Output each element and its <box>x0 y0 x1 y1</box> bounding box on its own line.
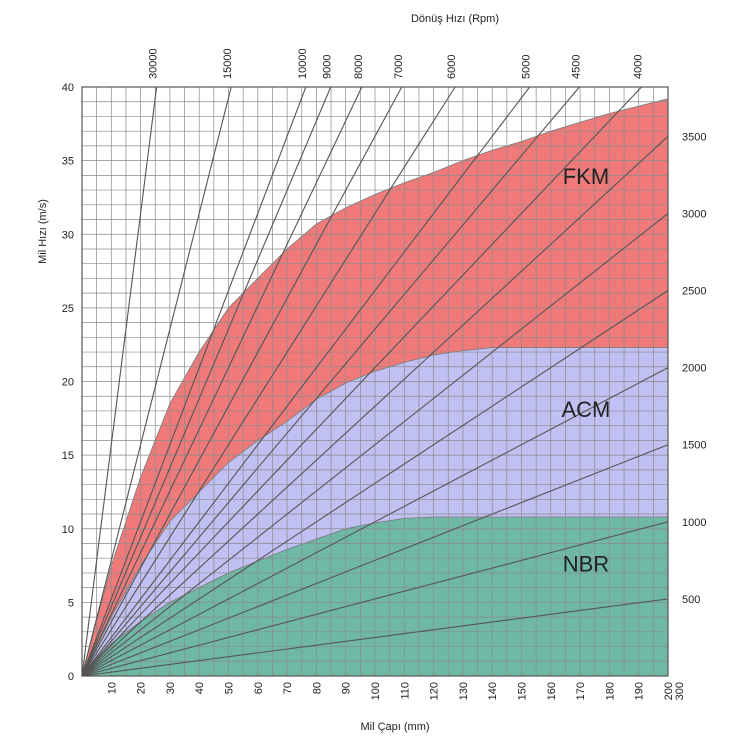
rpm-line <box>81 135 669 677</box>
rpm-tick-label: 9000 <box>322 55 334 79</box>
x-tick-label: 40 <box>194 682 206 694</box>
x-tick-label: 130 <box>458 682 470 700</box>
rpm-tick-label: 2000 <box>682 363 706 375</box>
rpm-line <box>81 86 332 677</box>
rpm-tick-label: 4000 <box>633 55 645 79</box>
rpm-line <box>81 290 669 677</box>
rpm-tick-label: 2500 <box>682 286 706 298</box>
x-tick-label: 120 <box>429 682 441 700</box>
top-axis-title: Dönüş Hızı (Rpm) <box>411 13 499 25</box>
x-tick-label: 100 <box>370 682 382 700</box>
rpm-line <box>81 86 456 677</box>
rpm-tick-label: 1000 <box>682 517 706 529</box>
y-tick-label: 30 <box>62 229 74 241</box>
region-label-acm: ACM <box>562 397 611 422</box>
rpm-tick-label: 30000 <box>148 48 160 79</box>
x-tick-label: 30 <box>165 682 177 694</box>
rpm-line <box>81 598 669 677</box>
rpm-line <box>81 521 669 677</box>
x-tick-label: 90 <box>341 682 353 694</box>
rpm-tick-label: 500 <box>682 594 700 606</box>
y-tick-label: 40 <box>62 82 74 94</box>
y-tick-label: 10 <box>62 524 74 536</box>
y-tick-label: 15 <box>62 450 74 462</box>
x-tick-label: 190 <box>634 682 646 700</box>
y-tick-label: 25 <box>62 303 74 315</box>
x-tick-label: 200 <box>663 682 675 700</box>
x-tick-label: 160 <box>546 682 558 700</box>
x-tick-label: 60 <box>253 682 265 694</box>
x-tick-label: 170 <box>575 682 587 700</box>
x-tick-label: 180 <box>604 682 616 700</box>
rpm-line <box>81 86 307 677</box>
y-tick-label: 0 <box>68 671 74 683</box>
x-tick-label: 150 <box>517 682 529 700</box>
rpm-line <box>81 86 580 677</box>
rpm-line <box>81 86 363 677</box>
y-tick-label: 35 <box>62 156 74 168</box>
x-tick-label: 50 <box>224 682 236 694</box>
rpm-tick-label: 3500 <box>682 131 706 143</box>
y-tick-label: 20 <box>62 377 74 389</box>
rpm-line <box>81 86 158 677</box>
rpm-line <box>81 86 642 677</box>
plot-frame <box>81 86 669 677</box>
rpm-line <box>81 367 669 677</box>
rpm-tick-label: 8000 <box>353 55 365 79</box>
rpm-tick-label: 3000 <box>682 208 706 220</box>
rpm-tick-label: 10000 <box>297 48 309 79</box>
rpm-line <box>81 86 232 677</box>
axis-labels: 30000 15000 10000 9000 8000 7000 6000 5000 4500 4… <box>37 13 706 733</box>
rpm-tick-label: 1500 <box>682 440 706 452</box>
x-extra-tick-label: 300 <box>674 682 686 700</box>
x-tick-label: 110 <box>399 682 411 700</box>
plot-border <box>81 86 669 677</box>
x-tick-label: 70 <box>282 682 294 694</box>
x-tick-label: 10 <box>106 682 118 694</box>
rpm-line <box>81 86 531 677</box>
rpm-line <box>81 212 669 677</box>
x-tick-label: 20 <box>136 682 148 694</box>
rpm-tick-label: 5000 <box>521 55 533 79</box>
rpm-lines <box>81 86 669 677</box>
rpm-line <box>81 86 403 677</box>
rpm-line <box>81 444 669 677</box>
y-tick-label: 5 <box>68 597 74 609</box>
rpm-tick-label: 6000 <box>446 55 458 79</box>
x-tick-label: 140 <box>487 682 499 700</box>
region-label-nbr: NBR <box>563 551 609 576</box>
rpm-tick-label: 4500 <box>570 55 582 79</box>
region-label-fkm: FKM <box>563 164 609 189</box>
rpm-tick-label: 7000 <box>393 55 405 79</box>
grid-lines <box>81 86 669 677</box>
y-axis-title: Mil Hızı (m/s) <box>37 199 49 264</box>
rpm-tick-label: 15000 <box>222 48 234 79</box>
x-tick-label: 80 <box>311 682 323 694</box>
x-axis-title: Mil Çapı (mm) <box>360 721 429 733</box>
